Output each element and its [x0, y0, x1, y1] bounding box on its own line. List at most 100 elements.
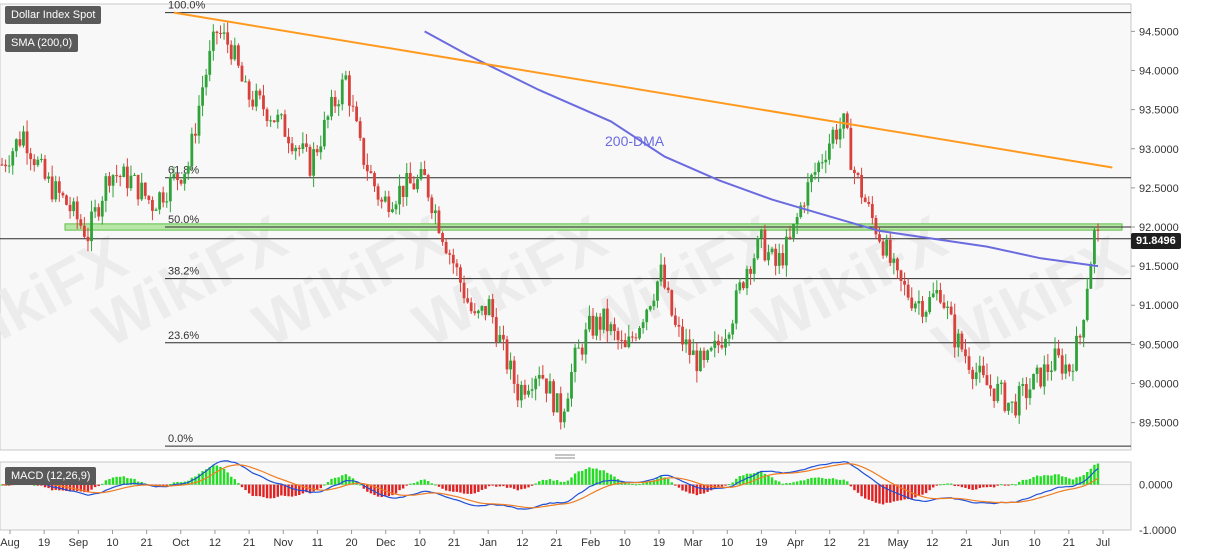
- candle-body: [881, 241, 885, 256]
- candle-body: [54, 181, 58, 200]
- candle-body: [1067, 364, 1071, 372]
- macd-histogram-bar: [280, 484, 283, 496]
- candle-body: [616, 330, 620, 341]
- macd-histogram-bar: [1075, 477, 1078, 485]
- macd-histogram-bar: [835, 479, 838, 485]
- candle-body: [699, 350, 702, 372]
- candle-body: [201, 87, 204, 106]
- time-axis-label: 10: [106, 537, 118, 549]
- candle-body: [348, 75, 351, 106]
- fibonacci-level-label: 50.0%: [168, 214, 199, 226]
- candle-body: [340, 79, 344, 105]
- macd-histogram-bar: [767, 475, 770, 485]
- macd-histogram-bar: [953, 484, 956, 487]
- candle-body: [964, 349, 967, 357]
- candle-body: [1071, 370, 1075, 372]
- macd-histogram-bar: [412, 482, 416, 485]
- candle-body: [706, 350, 709, 361]
- candle-body: [935, 289, 939, 294]
- candle-body: [1042, 364, 1046, 387]
- macd-histogram-bar: [849, 484, 853, 487]
- macd-histogram-bar: [606, 472, 609, 485]
- candle-body: [502, 334, 505, 340]
- macd-histogram-bar: [1014, 484, 1017, 486]
- macd-signal-line: [2, 462, 1099, 509]
- candle-body: [534, 378, 538, 390]
- macd-histogram-bar: [129, 478, 133, 485]
- candle-body: [1035, 367, 1039, 374]
- candle-body: [738, 282, 742, 291]
- candle-body: [466, 298, 470, 303]
- macd-histogram-bar: [932, 484, 935, 488]
- candle-body: [917, 300, 921, 304]
- macd-histogram-bar: [484, 484, 487, 489]
- candle-body: [899, 270, 903, 281]
- macd-histogram-bar: [878, 484, 881, 504]
- macd-histogram-bar: [856, 484, 860, 493]
- candle-body: [656, 281, 659, 301]
- macd-histogram-bar: [93, 484, 97, 488]
- candle-body: [702, 350, 706, 361]
- macd-histogram-bar: [1025, 479, 1028, 485]
- macd-histogram-bar: [598, 470, 602, 485]
- macd-histogram-bar: [362, 484, 365, 489]
- macd-histogram-bar: [957, 484, 960, 487]
- candle-body: [630, 336, 634, 338]
- macd-histogram-bar: [523, 484, 527, 489]
- candle-body: [939, 289, 942, 303]
- candle-body: [140, 182, 144, 200]
- macd-histogram-bar: [566, 480, 570, 485]
- candle-body: [777, 253, 781, 266]
- candle-body: [516, 383, 520, 401]
- candle-body: [734, 290, 738, 324]
- candle-body: [623, 340, 627, 348]
- macd-histogram-bar: [602, 470, 605, 485]
- candle-body: [18, 139, 22, 146]
- macd-histogram-bar: [627, 483, 630, 485]
- macd-histogram-bar: [1068, 478, 1071, 485]
- macd-histogram-bar: [505, 484, 509, 488]
- candle-body: [552, 381, 555, 413]
- candle-body: [14, 139, 18, 152]
- macd-histogram-bar: [240, 484, 244, 488]
- candle-body: [566, 398, 570, 412]
- candle-body: [168, 177, 172, 202]
- candle-body: [204, 74, 208, 88]
- macd-histogram-bar: [251, 484, 254, 496]
- candle-body: [949, 306, 953, 315]
- candle-body: [480, 306, 484, 311]
- macd-histogram-bar: [437, 484, 441, 487]
- candle-body: [752, 258, 756, 274]
- macd-histogram-bar: [792, 482, 795, 485]
- candle-body: [244, 81, 247, 83]
- candle-body: [605, 308, 609, 332]
- macd-histogram-bar: [305, 484, 308, 493]
- macd-histogram-bar: [570, 477, 573, 485]
- macd-histogram-bar: [538, 481, 541, 485]
- candle-body: [1003, 382, 1007, 411]
- time-axis-label: 10: [414, 537, 426, 549]
- macd-histogram-bar: [738, 476, 742, 485]
- macd-histogram-bar: [545, 480, 548, 485]
- candle-body: [673, 315, 677, 325]
- candle-body: [1075, 335, 1078, 371]
- macd-histogram-bar: [1039, 476, 1042, 485]
- macd-histogram-bar: [541, 479, 545, 485]
- candle-body: [742, 282, 745, 289]
- macd-histogram-bar: [670, 482, 673, 485]
- candle-body: [770, 248, 774, 253]
- candle-body: [838, 128, 842, 140]
- macd-histogram-bar: [344, 474, 348, 485]
- macd-histogram-bar: [76, 484, 79, 492]
- macd-histogram-bar: [914, 484, 917, 498]
- macd-histogram-bar: [881, 484, 885, 505]
- macd-histogram-bar: [989, 484, 992, 487]
- candle-body: [39, 158, 43, 160]
- macd-histogram-bar: [745, 473, 749, 485]
- macd-histogram-bar: [477, 484, 480, 492]
- candle-body: [7, 165, 11, 167]
- candle-body: [133, 174, 136, 176]
- macd-histogram-bar: [871, 484, 874, 502]
- macd-histogram-bar: [273, 484, 276, 499]
- candle-body: [1064, 364, 1068, 374]
